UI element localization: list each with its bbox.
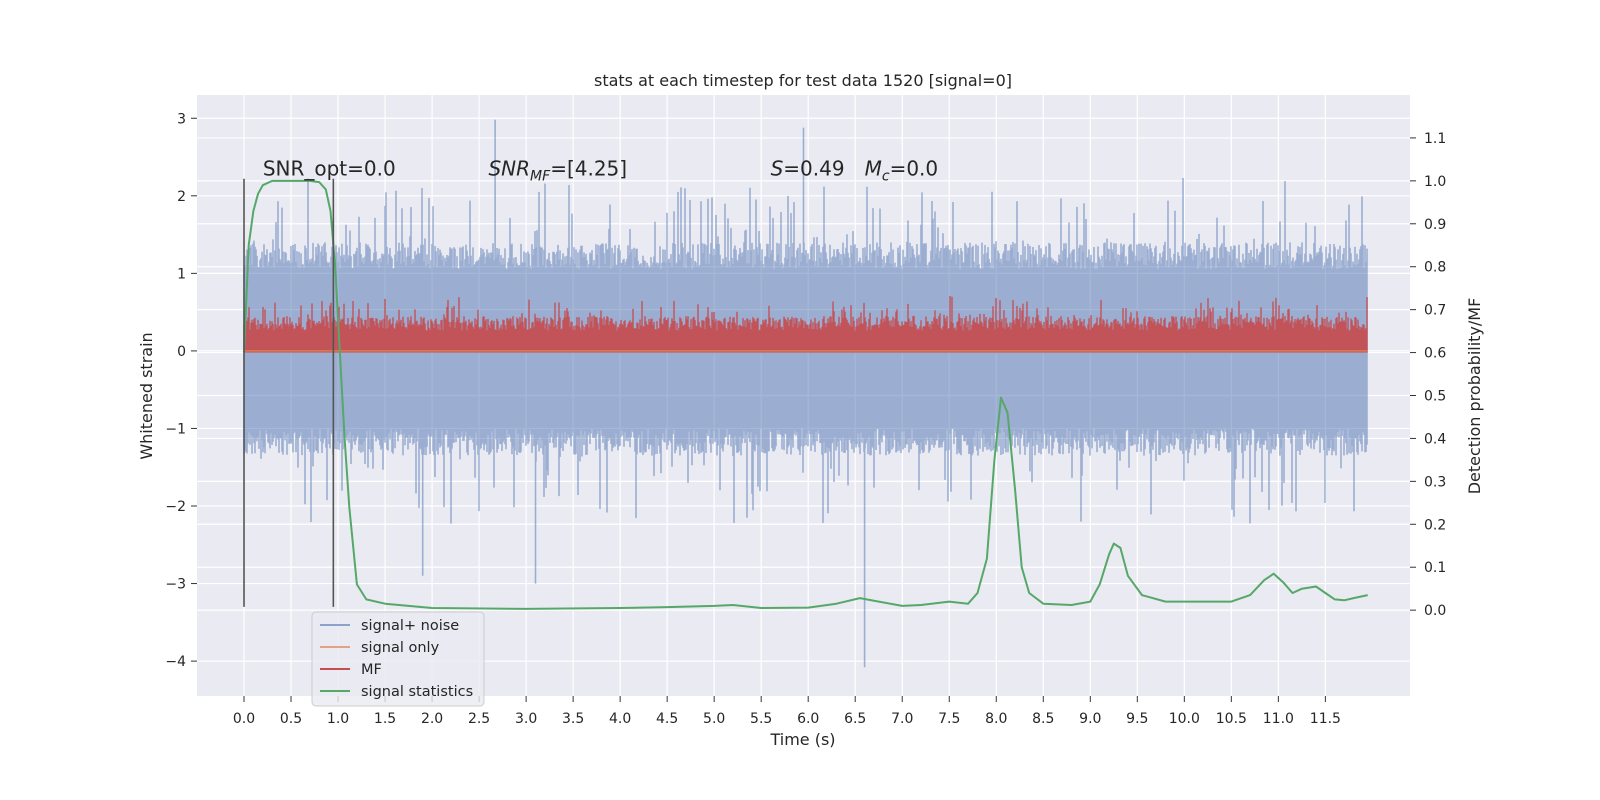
y-tick-right-label: 0.8 xyxy=(1424,260,1446,276)
y-axis-right-label: Detection probability/MF xyxy=(1465,298,1484,495)
x-tick-label: 8.0 xyxy=(985,711,1007,727)
x-tick-label: 2.0 xyxy=(421,711,443,727)
y-tick-label: 2 xyxy=(177,189,186,205)
x-tick-label: 2.5 xyxy=(468,711,490,727)
x-tick-label: 10.0 xyxy=(1169,711,1200,727)
x-tick-label: 7.5 xyxy=(938,711,960,727)
x-tick-label: 11.0 xyxy=(1263,711,1294,727)
y-tick-right-label: 0.4 xyxy=(1424,431,1446,447)
x-tick-label: 6.5 xyxy=(844,711,866,727)
x-tick-label: 10.5 xyxy=(1216,711,1247,727)
y-tick-right-label: 1.1 xyxy=(1424,131,1446,147)
x-tick-label: 11.5 xyxy=(1310,711,1341,727)
y-tick-label: −2 xyxy=(165,499,186,515)
window-lines xyxy=(243,178,335,607)
annotations: SNR_opt=0.0 SNRMF=[4.25] S=0.49 Mc=0.0 xyxy=(263,157,938,185)
y-tick-label: 1 xyxy=(177,266,186,282)
x-tick-label: 7.0 xyxy=(891,711,913,727)
y-tick-right-label: 0.0 xyxy=(1424,603,1446,619)
x-tick-label: 5.5 xyxy=(750,711,772,727)
x-tick-label: 4.5 xyxy=(656,711,678,727)
y-tick-right-label: 1.0 xyxy=(1424,174,1446,190)
y-tick-label: 3 xyxy=(177,111,186,127)
y-axis-label: Whitened strain xyxy=(137,332,156,459)
y-tick-label: −4 xyxy=(165,654,186,670)
y-tick-label: −1 xyxy=(165,421,186,437)
annotation: SNR_opt=0.0 xyxy=(263,157,396,181)
y-tick-right-label: 0.3 xyxy=(1424,474,1446,490)
y-tick-right-label: 0.2 xyxy=(1424,517,1446,533)
x-tick-label: 3.5 xyxy=(562,711,584,727)
annotation: SNRMF=[4.25] xyxy=(488,157,627,185)
y-tick-right-label: 0.1 xyxy=(1424,560,1446,576)
legend-label: signal only xyxy=(361,640,440,656)
x-tick-label: 9.0 xyxy=(1079,711,1101,727)
legend-label: MF xyxy=(361,662,382,678)
legend-box xyxy=(311,611,485,707)
y-tick-label: 0 xyxy=(177,344,186,360)
legend: signal+ noise signal only MF signal statist… xyxy=(311,611,485,707)
legend-label: signal statistics xyxy=(361,684,473,700)
x-tick-label: 1.5 xyxy=(374,711,396,727)
y-tick-right-label: 0.5 xyxy=(1424,389,1446,405)
legend-label: signal+ noise xyxy=(361,618,459,634)
annotation: Mc=0.0 xyxy=(865,157,939,185)
x-tick-label: 5.0 xyxy=(703,711,725,727)
y-tick-label: −3 xyxy=(165,577,186,593)
x-tick-label: 0.0 xyxy=(233,711,255,727)
x-tick-label: 8.5 xyxy=(1032,711,1054,727)
y-tick-right-label: 0.7 xyxy=(1424,303,1446,319)
annotation: S=0.49 xyxy=(771,157,845,181)
x-tick-label: 4.0 xyxy=(609,711,631,727)
x-tick-label: 6.0 xyxy=(797,711,819,727)
y-tick-right-label: 0.6 xyxy=(1424,346,1446,362)
x-tick-label: 3.0 xyxy=(515,711,537,727)
y-tick-right-label: 0.9 xyxy=(1424,217,1446,233)
ticks: 0.0 0.5 1.0 1.5 2.0 2.5 3.0 3.5 4.0 4.5 5.0 5.5 6.0 6… xyxy=(165,111,1446,727)
x-axis-label: Time (s) xyxy=(769,730,835,749)
x-tick-label: 0.5 xyxy=(280,711,302,727)
x-tick-label: 1.0 xyxy=(327,711,349,727)
x-tick-label: 9.5 xyxy=(1126,711,1148,727)
chart-title: stats at each timestep for test data 152… xyxy=(594,71,1012,90)
